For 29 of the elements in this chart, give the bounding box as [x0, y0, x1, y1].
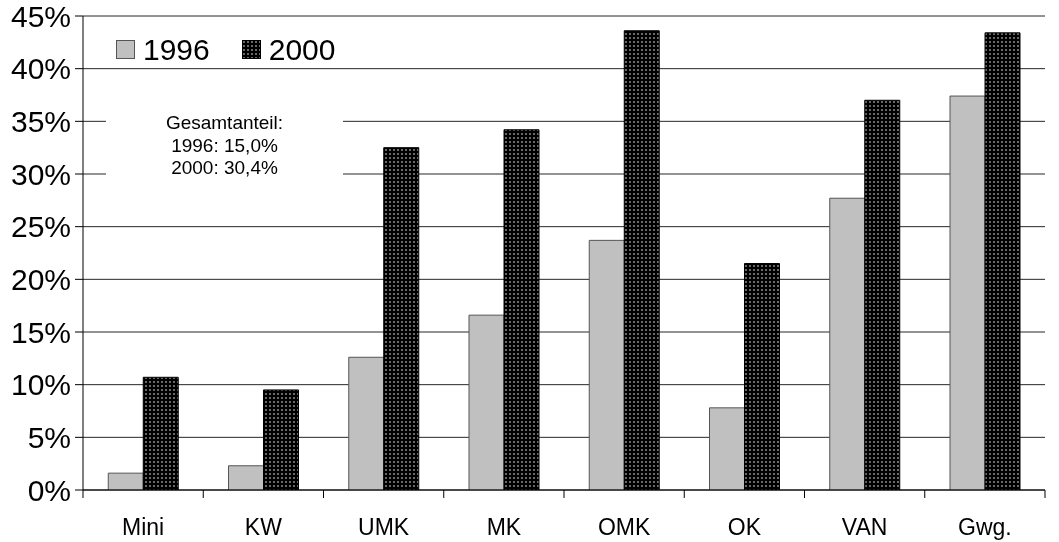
bar	[228, 465, 264, 490]
y-tick-label: 40%	[10, 52, 71, 86]
y-tick-label: 30%	[10, 157, 71, 191]
y-tick-label: 10%	[10, 368, 71, 402]
bar	[949, 95, 986, 490]
annotation: Gesamtanteil: 1996: 15,0% 2000: 30,4%	[164, 112, 285, 180]
x-tick-label: Gwg.	[958, 514, 1012, 541]
y-tick-label: 45%	[10, 0, 71, 33]
y-tick-label: 20%	[10, 262, 71, 296]
x-tick-label: OK	[727, 514, 762, 541]
legend-label: 2000	[268, 33, 336, 67]
bar	[829, 197, 866, 490]
x-tick-label: OMK	[597, 514, 651, 541]
bar	[107, 472, 144, 490]
legend-label: 1996	[143, 33, 210, 67]
x-tick-label: UMK	[358, 514, 410, 541]
y-tick-label: 15%	[10, 315, 71, 349]
bar	[588, 239, 625, 490]
x-tick-label: Mini	[122, 514, 165, 541]
x-tick-label: KW	[244, 514, 283, 541]
bar	[709, 407, 745, 490]
y-tick-label: 0%	[27, 473, 71, 507]
bar	[348, 356, 385, 490]
y-tick-label: 25%	[10, 210, 71, 244]
x-tick-label: VAN	[841, 514, 888, 541]
y-tick-label: 5%	[27, 420, 71, 454]
bar	[468, 314, 505, 490]
x-tick-label: MK	[486, 514, 522, 541]
y-tick-label: 35%	[10, 104, 71, 138]
